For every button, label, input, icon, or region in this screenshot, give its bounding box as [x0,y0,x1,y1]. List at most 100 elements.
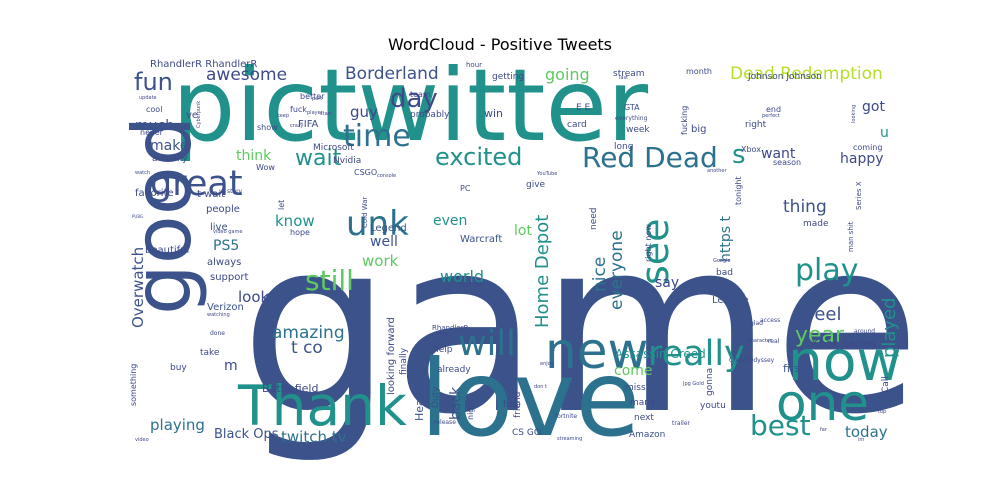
cloud-word: PUBG [132,214,143,219]
cloud-word: fuck [290,105,307,114]
cloud-word: today [845,423,888,441]
cloud-word: console [377,173,396,179]
cloud-word: RhandlerR [432,324,469,332]
cloud-word: youtu [700,401,726,411]
cloud-word: E E [576,103,591,113]
cloud-word: game [240,187,921,467]
cloud-word: soon [437,331,449,337]
cloud-word: best [750,409,811,442]
cloud-word: fun [134,68,173,96]
cloud-word: RhandlerR RhandlerR [150,59,257,70]
cloud-word: better [300,92,325,101]
cloud-word: Wow [256,163,275,172]
cloud-word: far [820,427,828,433]
cloud-word: PC [460,184,471,193]
cloud-word: Legend [370,223,407,234]
cloud-word: help [433,345,453,355]
cloud-word: support [210,272,248,283]
cloud-word: free [503,400,521,410]
cloud-word: start [320,111,332,117]
cloud-word: live [210,222,228,233]
cloud-word: people [206,204,240,215]
cloud-word: character [748,338,773,344]
cloud-word: gonna [705,368,715,396]
cloud-word: nice [590,257,610,292]
cloud-word: let [277,200,286,210]
cloud-word: looking forward [386,317,397,395]
cloud-word: back [448,386,464,420]
cloud-word: amazing [272,323,345,343]
cloud-word: part [312,96,322,102]
cloud-word: much fun [459,282,483,288]
cloud-word: cool [146,105,162,114]
cloud-word: season [773,158,801,167]
cloud-word: actually [152,154,188,164]
cloud-word: top [878,409,886,415]
cloud-word: buy [170,363,187,373]
cloud-word: streaming [557,436,582,442]
cloud-word: win [484,107,503,120]
cloud-word: day [390,84,438,114]
cloud-word: s [732,140,746,170]
cloud-word: CSGO [354,168,377,177]
cloud-word: u [880,125,889,141]
cloud-word: going [545,65,590,84]
cloud-word: Nvidia [333,156,361,166]
cloud-word: CS GO [512,428,541,438]
cloud-word: well [370,234,398,250]
cloud-word: something [129,364,138,406]
cloud-word: never [140,128,164,137]
cloud-word: enjoy [540,361,554,367]
cloud-word: know [275,212,315,230]
cloud-word: favorite [135,188,174,199]
cloud-word: im [858,437,864,443]
cloud-word: make [150,138,188,154]
cloud-word: give [526,180,546,190]
cloud-word: PS5 [213,238,239,254]
cloud-word: Google [713,258,731,264]
cloud-word: fortnite [555,413,577,420]
cloud-word: card [567,120,587,130]
cloud-word: hope [290,228,310,237]
cloud-word: guy [350,103,378,121]
cloud-word: watch [135,170,150,176]
cloud-word: update [139,95,157,101]
cloud-word: Home Depot [532,215,553,328]
cloud-word: man shit [847,221,855,252]
cloud-word: beautiful [145,245,189,256]
cloud-word: night [466,399,475,420]
cloud-word: look [238,288,270,306]
cloud-word: everything [615,115,648,122]
cloud-word: Verizon [207,302,244,313]
cloud-word: one [776,374,869,432]
cloud-word: don t [534,384,547,390]
cloud-word: unk [346,204,409,244]
cloud-word: Black Ops [214,427,279,442]
cloud-word: Xbox [741,145,761,154]
wordcloud-title: WordCloud - Positive Tweets [387,35,613,54]
cloud-word: watching [207,312,230,318]
cloud-word: awesome [206,65,287,85]
cloud-word: keep [277,113,289,119]
cloud-word: even [433,213,467,229]
cloud-word: friend [513,392,523,418]
cloud-word: Red Dead [582,141,718,174]
cloud-word: m [224,358,238,374]
cloud-word: glad [750,320,763,327]
cloud-word: around [854,328,875,335]
cloud-word: really [648,334,745,374]
cloud-word: trailer [672,420,691,427]
cloud-word: Thank [237,374,407,438]
cloud-word: GTA [624,103,640,112]
cloud-word: now [788,329,902,393]
cloud-word: Dead Redemption [730,64,883,84]
cloud-word: love [420,338,640,460]
cloud-word: long [614,142,633,152]
cloud-word: played [879,297,900,358]
cloud-word: new [545,322,648,380]
cloud-word: Borderland [345,64,439,84]
cloud-word: fucking [680,106,689,135]
cloud-word: happy [840,151,884,167]
cloud-word: excited [435,143,522,171]
